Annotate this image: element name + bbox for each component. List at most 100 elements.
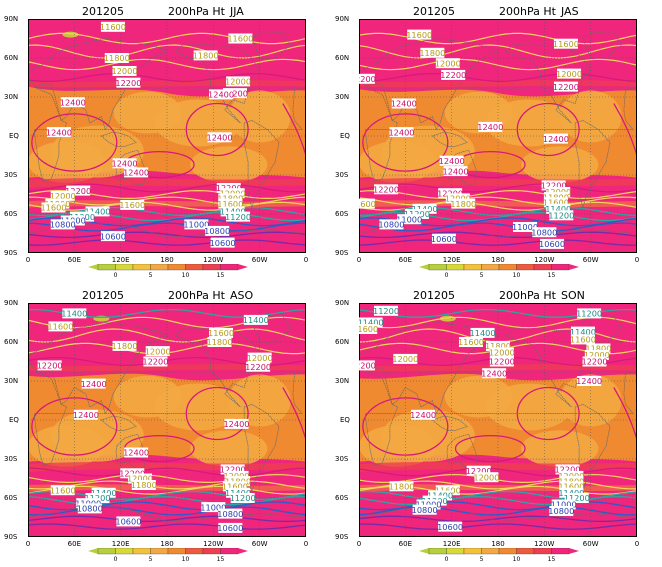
- contour-label: 11800: [193, 50, 219, 61]
- svg-text:12000: 12000: [584, 350, 610, 360]
- contour-label: 10600: [115, 516, 141, 527]
- svg-text:11800: 11800: [131, 480, 157, 490]
- contour-label: 10800: [204, 225, 230, 236]
- svg-text:11600: 11600: [217, 199, 243, 209]
- contour-label: 11200: [225, 211, 251, 222]
- panel-date: 201205: [413, 5, 455, 18]
- panel-variable: 200hPa Ht: [499, 289, 556, 302]
- svg-text:12200: 12200: [466, 466, 492, 476]
- lon-tick-label: 120W: [534, 256, 555, 264]
- map-panel-son: 201205 200hPa Ht SON 90N 60N 30N EQ 30S 60S 90S 0 6…: [331, 284, 662, 567]
- svg-text:11400: 11400: [545, 204, 571, 214]
- colorbar-tick: 10: [513, 556, 521, 562]
- contour-label: 11800: [225, 476, 251, 486]
- contour-label: 11400: [243, 314, 269, 325]
- contour-label: 11600: [227, 33, 253, 44]
- svg-text:11400: 11400: [243, 315, 269, 325]
- svg-text:12200: 12200: [245, 362, 271, 372]
- contour-label: 12400: [391, 98, 417, 109]
- svg-text:12400: 12400: [410, 410, 436, 420]
- svg-text:10800: 10800: [412, 505, 438, 515]
- svg-text:11600: 11600: [570, 335, 596, 345]
- contour-label: 11600: [47, 321, 73, 332]
- lon-tick-label: 60W: [582, 540, 599, 548]
- svg-text:11800: 11800: [388, 482, 414, 492]
- contour-label: 12200: [440, 69, 466, 80]
- panel-variable: 200hPa Ht: [168, 5, 225, 18]
- lon-tick-label: 180: [491, 540, 505, 548]
- contour-label: 12000: [556, 68, 582, 79]
- svg-text:11600: 11600: [553, 39, 579, 49]
- svg-text:11600: 11600: [100, 22, 126, 32]
- svg-text:11000: 11000: [512, 222, 538, 232]
- contour-label: 11800: [485, 340, 511, 351]
- contour-label: 12000: [489, 347, 515, 358]
- lat-tick-label: 60N: [4, 54, 19, 62]
- svg-text:12400: 12400: [46, 127, 72, 137]
- height-field-map: 1120011200114001160011400114001160011600…: [359, 303, 637, 537]
- lon-tick-label: 180: [160, 256, 174, 264]
- svg-text:11000: 11000: [396, 214, 422, 224]
- svg-text:12200: 12200: [554, 465, 580, 475]
- contour-label: 12000: [50, 190, 76, 201]
- contour-label: 11800: [131, 480, 157, 490]
- contour-label: 11200: [576, 308, 602, 319]
- contour-label: 12200: [115, 77, 141, 88]
- svg-text:11800: 11800: [485, 341, 511, 351]
- svg-text:11200: 11200: [225, 212, 251, 222]
- svg-text:12200: 12200: [373, 185, 399, 195]
- contour-label: 12400: [81, 378, 107, 389]
- contour-label: 12400: [60, 97, 86, 107]
- contour-label: 11600: [570, 334, 596, 345]
- contour-label: 11600: [208, 327, 234, 338]
- contour-label: 12400: [112, 158, 138, 169]
- svg-text:10600: 10600: [115, 517, 141, 527]
- svg-text:12000: 12000: [489, 348, 515, 358]
- colorbar-tick: 10: [513, 272, 521, 278]
- lon-tick-label: 120E: [442, 256, 461, 264]
- contour-label: 12400: [73, 409, 99, 420]
- svg-text:12000: 12000: [435, 58, 461, 68]
- svg-text:12000: 12000: [392, 354, 418, 364]
- svg-text:12000: 12000: [50, 191, 76, 201]
- colorbar-tick: 0: [445, 272, 449, 278]
- contour-label: 12400: [123, 167, 149, 178]
- svg-text:12000: 12000: [112, 66, 138, 76]
- contour-label: 12400: [410, 409, 436, 420]
- svg-text:11800: 11800: [419, 48, 445, 58]
- contour-label: 10800: [217, 508, 243, 519]
- lon-tick-label: 120W: [534, 540, 555, 548]
- lat-tick-label: 90N: [335, 15, 350, 23]
- contour-label: 12200: [245, 361, 271, 372]
- lat-tick-label: 90N: [4, 299, 19, 307]
- svg-text:11600: 11600: [50, 485, 76, 495]
- contour-label: 11800: [558, 476, 584, 486]
- contour-label: 12000: [435, 58, 461, 68]
- contour-label: 11600: [119, 199, 145, 210]
- contour-label: 11200: [564, 493, 590, 503]
- svg-text:12400: 12400: [123, 168, 149, 178]
- contour-label: 11600: [359, 324, 378, 334]
- lon-tick-label: 0: [356, 540, 362, 548]
- colorbar-tick: 15: [548, 272, 556, 278]
- svg-text:11600: 11600: [119, 200, 145, 210]
- svg-text:12200: 12200: [115, 78, 141, 88]
- contour-label: 10600: [217, 522, 243, 533]
- svg-text:11400: 11400: [470, 328, 496, 338]
- contour-label: 10600: [539, 238, 565, 249]
- svg-text:11600: 11600: [406, 30, 432, 40]
- lat-tick-label: 30S: [335, 455, 349, 463]
- panel-variable: 200hPa Ht: [499, 5, 556, 18]
- contour-label: 11800: [585, 343, 611, 354]
- svg-text:11800: 11800: [104, 53, 130, 63]
- lat-tick-label: EQ: [9, 132, 19, 140]
- svg-text:11000: 11000: [551, 500, 577, 510]
- contour-label: 12400: [481, 368, 507, 378]
- svg-text:12200: 12200: [553, 82, 579, 92]
- panel-variable: 200hPa Ht: [168, 289, 225, 302]
- svg-text:12200: 12200: [222, 88, 248, 98]
- colorbar-tick: 10: [182, 272, 190, 278]
- svg-text:11600: 11600: [543, 198, 569, 208]
- svg-text:10800: 10800: [217, 509, 243, 519]
- contour-label: 11800: [450, 198, 476, 209]
